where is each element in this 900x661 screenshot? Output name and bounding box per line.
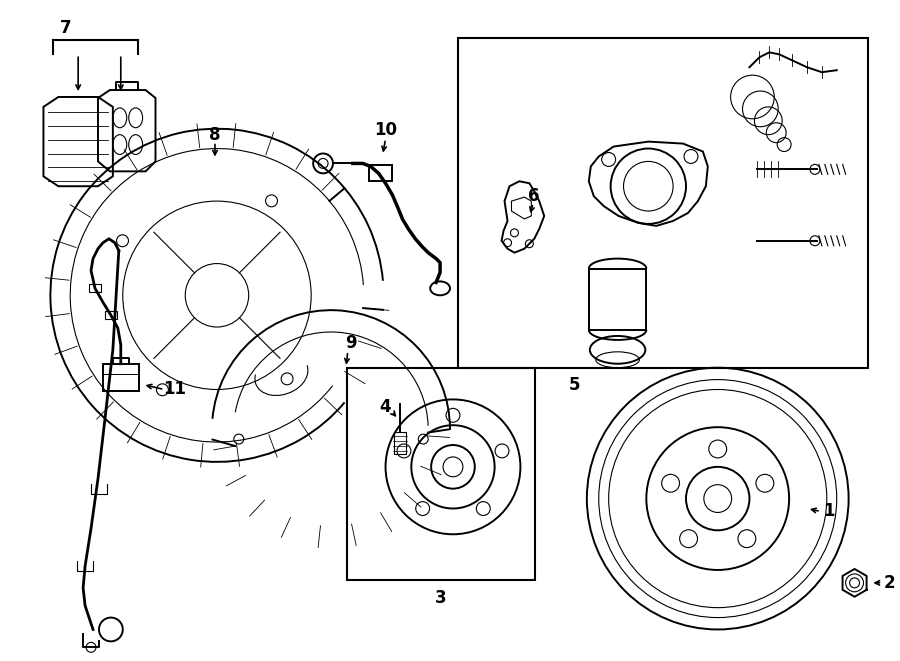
Text: 11: 11 <box>163 381 185 399</box>
Text: 1: 1 <box>823 502 834 520</box>
Text: 7: 7 <box>59 19 71 36</box>
Bar <box>103 364 139 391</box>
Text: 4: 4 <box>380 399 392 416</box>
Text: 3: 3 <box>436 589 447 607</box>
Bar <box>458 38 868 368</box>
Bar <box>369 165 392 181</box>
Bar <box>589 268 646 330</box>
Bar <box>89 284 101 292</box>
Bar <box>105 311 117 319</box>
Text: 2: 2 <box>884 574 896 592</box>
Text: 8: 8 <box>209 126 220 143</box>
Bar <box>346 368 536 580</box>
Text: 6: 6 <box>527 187 539 205</box>
Text: 9: 9 <box>345 334 356 352</box>
Text: 10: 10 <box>374 121 397 139</box>
Bar <box>394 432 407 454</box>
Text: 5: 5 <box>569 375 580 393</box>
